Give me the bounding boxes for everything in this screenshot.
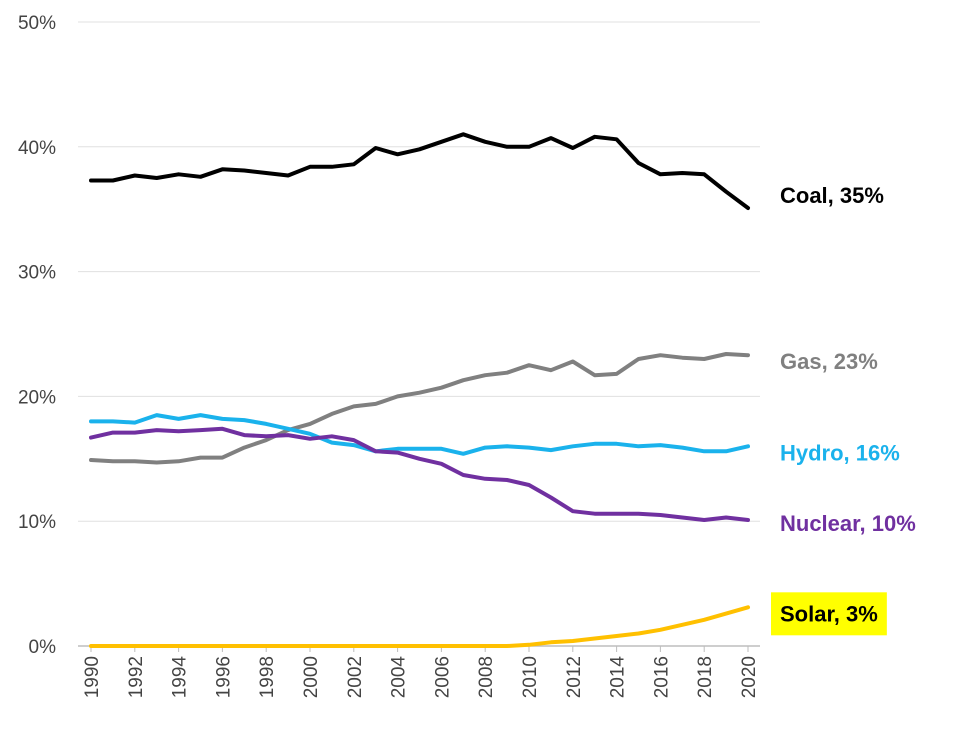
series-label: Coal, 35% [780, 183, 884, 208]
y-tick-label: 30% [18, 263, 56, 284]
series-label: Solar, 3% [780, 601, 878, 626]
series-label: Nuclear, 10% [780, 511, 916, 536]
y-tick-label: 40% [18, 138, 56, 159]
x-tick-label: 2002 [345, 656, 366, 698]
x-tick-label: 2000 [301, 656, 322, 698]
x-tick-label: 2012 [564, 656, 585, 698]
x-tick-label: 2010 [520, 656, 541, 698]
x-tick-label: 2014 [608, 656, 629, 699]
lines [89, 132, 750, 648]
grid: 0% 10% 20% 30% 40% 50% 1990 1992 1994 1996 1998 200… [18, 13, 760, 698]
x-tick-label: 2018 [695, 656, 716, 698]
y-tick-label: 20% [18, 387, 56, 408]
label-highlight [771, 592, 887, 636]
series-line [89, 426, 750, 522]
series-label: Hydro, 16% [780, 440, 900, 465]
x-tick-label: 2004 [389, 656, 410, 699]
x-tick-label: 2006 [432, 656, 453, 698]
series-line [89, 352, 750, 465]
x-tick-label: 2008 [476, 656, 497, 698]
series-label: Gas, 23% [780, 349, 878, 374]
x-tick-label: 1996 [213, 656, 234, 698]
series-line [89, 605, 750, 648]
labels: Coal, 35% Gas, 23% Hydro, 16% Nuclear, 10% S… [771, 183, 916, 636]
x-tick-label: 1994 [170, 656, 191, 699]
y-tick-label: 10% [18, 512, 56, 533]
y-tick-label: 50% [18, 13, 56, 34]
x-tick-label: 2016 [651, 656, 672, 698]
x-tick-label: 2020 [739, 656, 760, 698]
series-line [89, 132, 750, 210]
x-tick-label: 1990 [82, 656, 103, 698]
y-tick-label: 0% [29, 637, 57, 658]
x-tick-label: 1992 [126, 656, 147, 698]
x-tick-label: 1998 [257, 656, 278, 698]
series-line [89, 413, 750, 456]
